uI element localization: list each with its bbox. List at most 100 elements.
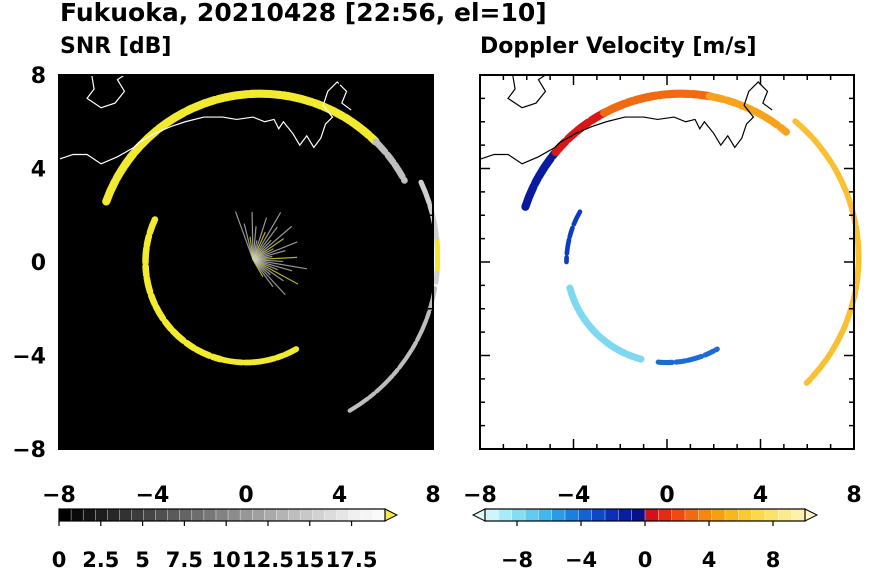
snr-colorbar-swatch <box>264 508 277 522</box>
doppler-plot-area <box>480 75 854 449</box>
snr-echo-spoke <box>252 226 257 260</box>
doppler-colorbar-swatch <box>511 508 526 522</box>
snr-panel: −8 −4 0 4 8 8 4 0 −4 −8 <box>12 64 440 508</box>
snr-y-tick-label: −4 <box>12 345 46 370</box>
snr-colorbar-tick-label: 12.5 <box>242 548 294 570</box>
snr-colorbar: 0 2.5 5 7.5 10 12.5 15 17.5 <box>52 508 399 570</box>
doppler-colorbar-swatch <box>738 508 753 522</box>
snr-echo-spoke <box>252 238 285 261</box>
doppler-colorbar-extend-max <box>804 508 819 522</box>
snr-echo-arc <box>372 138 408 184</box>
doppler-colorbar-swatch <box>618 508 633 522</box>
snr-echo-spoke <box>252 256 298 261</box>
snr-colorbar-tick-label: 5 <box>135 548 150 570</box>
snr-echo-spoke <box>252 259 299 285</box>
doppler-colorbar-swatch <box>698 508 713 522</box>
snr-coast-line <box>86 74 126 109</box>
snr-colorbar-extend-max <box>384 508 399 522</box>
doppler-x-tick-label: 8 <box>846 483 861 508</box>
snr-colorbar-swatch <box>131 508 145 522</box>
snr-x-tick-label: −4 <box>136 483 170 508</box>
snr-colorbar-swatch <box>179 508 193 522</box>
doppler-colorbar-swatch <box>564 508 579 522</box>
snr-coastline <box>58 74 352 165</box>
snr-colorbar-swatch <box>336 508 350 522</box>
snr-echo-spoke <box>252 250 286 261</box>
snr-colorbar-tick-label: 0 <box>52 548 67 570</box>
snr-colorbar-swatch <box>312 508 326 522</box>
doppler-colorbar-swatch <box>631 508 646 522</box>
doppler-echo-arc <box>792 118 862 386</box>
snr-colorbar-swatch <box>324 508 338 522</box>
doppler-colorbar-swatch <box>591 508 606 522</box>
doppler-colorbar-tick-label: 4 <box>702 548 717 570</box>
doppler-colorbar-swatch <box>711 508 726 522</box>
figure-title: Fukuoka, 20210428 [22:56, el=10] <box>60 0 547 27</box>
snr-panel-title: SNR [dB] <box>60 34 172 59</box>
snr-colorbar-tick-label: 15 <box>295 548 324 570</box>
snr-echo-arc <box>346 286 438 414</box>
doppler-panel-title: Doppler Velocity [m/s] <box>480 34 757 59</box>
snr-echo-spoke <box>252 259 284 282</box>
snr-colorbar-tick-label: 7.5 <box>166 548 203 570</box>
snr-echo-spoke <box>252 259 286 296</box>
snr-echo-spoke <box>252 212 282 260</box>
doppler-echo-arc <box>564 209 583 265</box>
snr-x-tick-label: 4 <box>332 483 347 508</box>
snr-echo-spoke <box>252 225 293 261</box>
snr-colorbar-swatch <box>119 508 132 522</box>
snr-colorbar-swatch <box>276 508 289 522</box>
snr-colorbar-swatch <box>372 508 386 522</box>
snr-x-tick-label: −8 <box>42 483 76 508</box>
doppler-colorbar-swatch <box>724 508 739 522</box>
doppler-colorbar-swatch <box>751 508 766 522</box>
snr-echo-arc <box>142 216 224 363</box>
snr-colorbar-swatch <box>70 508 84 522</box>
snr-colorbar-tick-label: 2.5 <box>82 548 119 570</box>
snr-colorbar-tick-label: 17.5 <box>326 548 378 570</box>
snr-echo-spoke <box>252 259 308 270</box>
snr-echo-spoke <box>243 223 254 260</box>
snr-colorbar-swatch <box>95 508 108 522</box>
snr-echo-spoke <box>251 211 254 260</box>
snr-echo-spoke <box>252 259 274 288</box>
doppler-colorbar-swatch <box>791 508 806 522</box>
snr-colorbar-swatch <box>107 508 120 522</box>
doppler-echo-arc <box>600 89 714 117</box>
doppler-colorbar-swatch <box>658 508 673 522</box>
doppler-x-tick-label: −8 <box>463 483 497 508</box>
snr-colorbar-swatch <box>227 508 241 522</box>
snr-colorbar-swatch <box>251 508 265 522</box>
doppler-echo-arc <box>705 92 790 136</box>
doppler-echo-arc <box>566 284 645 363</box>
doppler-axes: −8 −4 0 4 8 <box>463 74 862 508</box>
doppler-colorbar-swatch <box>764 508 779 522</box>
doppler-colorbar-extend-min <box>471 508 486 522</box>
snr-axes: −8 −4 0 4 8 8 4 0 −4 −8 <box>12 64 440 508</box>
doppler-x-tick-label: −4 <box>557 483 591 508</box>
doppler-coast-line <box>479 81 773 165</box>
doppler-colorbar-tick-label: −8 <box>501 548 533 570</box>
snr-colorbar-tick-label: 10 <box>212 548 241 570</box>
snr-colorbar-swatch <box>300 508 314 522</box>
snr-y-tick-label: 4 <box>31 158 46 183</box>
snr-echo-arc <box>434 239 441 273</box>
doppler-colorbar-swatch <box>524 508 539 522</box>
doppler-panel: −8 −4 0 4 8 <box>463 74 862 508</box>
snr-echo-arc <box>418 179 441 285</box>
doppler-colorbar-swatch <box>498 508 513 522</box>
snr-y-tick-label: 8 <box>31 64 46 89</box>
doppler-colorbar-tick-label: 0 <box>638 548 653 570</box>
doppler-colorbar-tick-label: 8 <box>766 548 781 570</box>
doppler-colorbar-swatch <box>644 508 659 522</box>
snr-echo-layer <box>102 89 441 414</box>
snr-x-tick-label: 0 <box>238 483 253 508</box>
doppler-colorbar-swatch <box>484 508 499 522</box>
snr-echo-arc <box>102 89 380 206</box>
doppler-colorbar: −8 −4 0 4 8 <box>471 508 819 570</box>
doppler-coastline <box>479 74 773 165</box>
snr-coast-line <box>58 81 352 165</box>
snr-echo-arc <box>217 346 300 366</box>
snr-echo-spoke <box>252 217 268 260</box>
